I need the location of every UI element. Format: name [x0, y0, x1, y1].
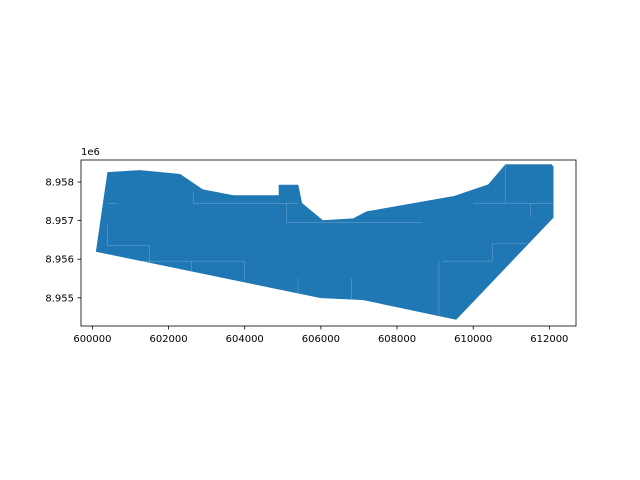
y-tick-label: 8.955: [45, 293, 74, 304]
x-tick-label: 610000: [454, 334, 492, 345]
y-axis-ticks: 8.955 8.956 8.957 8.958: [45, 178, 81, 304]
y-tick-label: 8.957: [45, 216, 74, 227]
x-tick-label: 606000: [302, 334, 340, 345]
x-tick-label: 612000: [530, 334, 568, 345]
polygon-layer: [95, 164, 554, 320]
internal-boundaries: [107, 164, 554, 316]
axes-frame: [80, 159, 577, 327]
x-tick-label: 604000: [226, 334, 264, 345]
x-tick-label: 600000: [73, 334, 111, 345]
y-offset-label: 1e6: [81, 147, 100, 158]
y-tick-label: 8.958: [45, 178, 74, 189]
x-tick-label: 608000: [378, 334, 416, 345]
x-tick-label: 602000: [149, 334, 187, 345]
y-tick-label: 8.956: [45, 255, 74, 266]
boundary-polygon: [95, 164, 554, 320]
x-axis-ticks: 600000 602000 604000 606000 608000 610000 6120…: [73, 326, 568, 345]
